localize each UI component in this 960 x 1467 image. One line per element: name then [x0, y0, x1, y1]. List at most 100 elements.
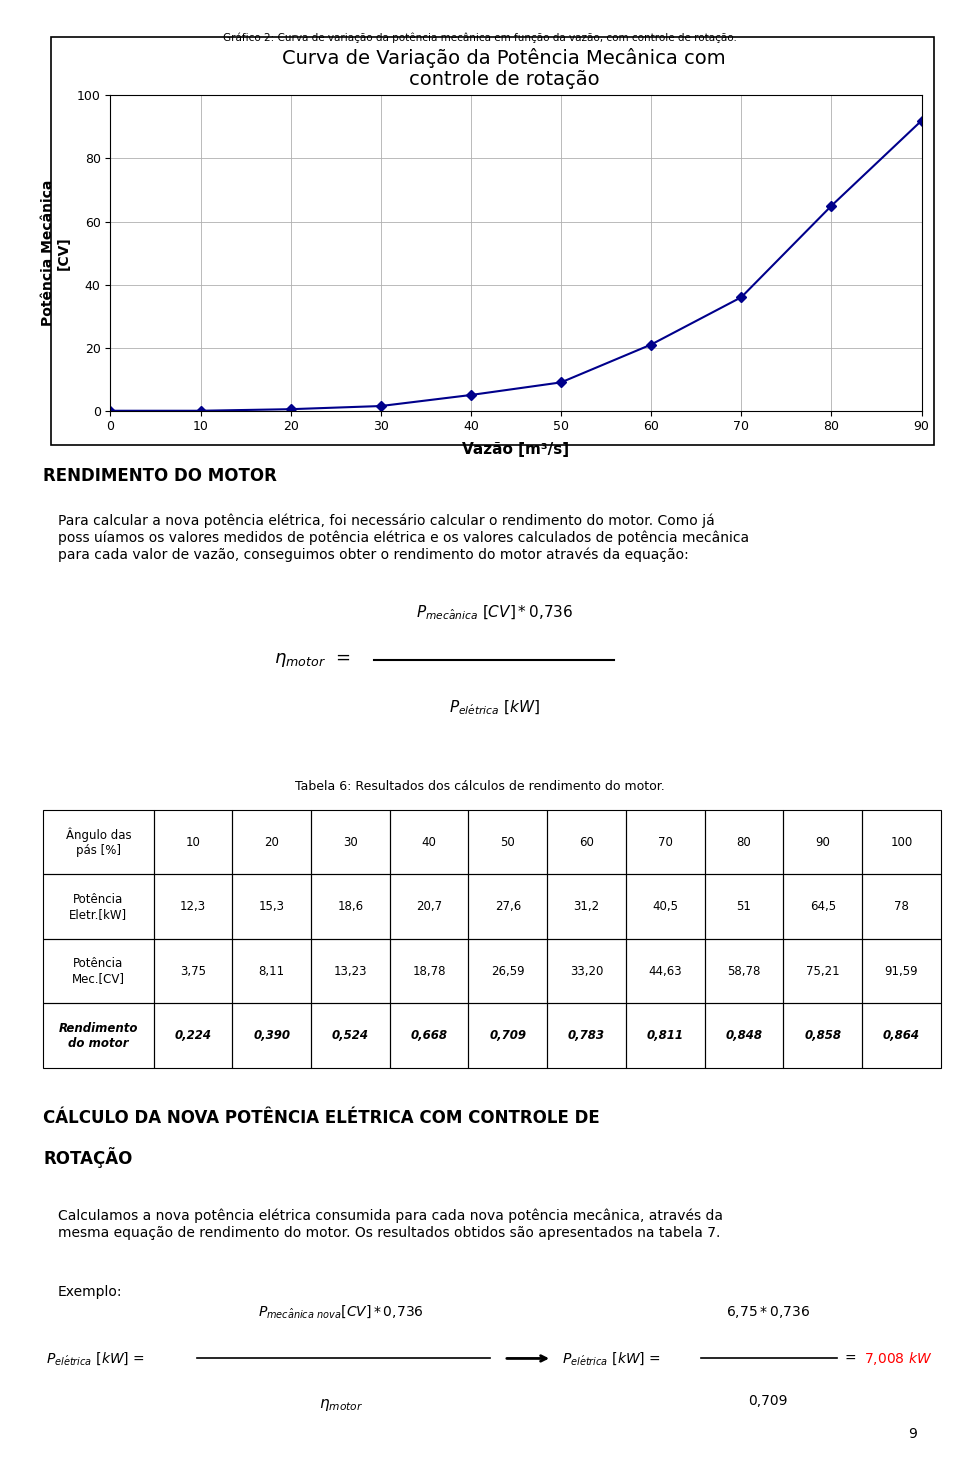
Bar	[390, 810, 468, 874]
Text: =: =	[845, 1351, 861, 1366]
Text: 18,78: 18,78	[413, 965, 445, 977]
Text: 44,63: 44,63	[648, 965, 683, 977]
Text: 70: 70	[658, 836, 673, 848]
Text: 40,5: 40,5	[652, 901, 679, 912]
Text: 75,21: 75,21	[805, 965, 840, 977]
Bar	[43, 874, 154, 939]
Bar	[311, 810, 390, 874]
Bar	[390, 1003, 468, 1068]
Text: controle de rotação: controle de rotação	[409, 70, 599, 89]
Bar	[862, 1003, 941, 1068]
Text: 78: 78	[894, 901, 909, 912]
Text: 0,709: 0,709	[490, 1030, 526, 1042]
Bar	[154, 1003, 232, 1068]
Bar	[705, 939, 783, 1003]
Text: 30: 30	[343, 836, 358, 848]
Text: 0,783: 0,783	[568, 1030, 605, 1042]
Bar	[232, 1003, 311, 1068]
Text: $P_{mec\hat{a}nica\ nova}$$[CV]*0{,}736$: $P_{mec\hat{a}nica\ nova}$$[CV]*0{,}736$	[258, 1304, 423, 1320]
Text: 0,668: 0,668	[411, 1030, 447, 1042]
Bar	[862, 939, 941, 1003]
Text: 0,524: 0,524	[332, 1030, 369, 1042]
Bar	[390, 939, 468, 1003]
Bar	[232, 939, 311, 1003]
Text: $P_{mec\hat{a}nica}$ $[CV]*0{,}736$: $P_{mec\hat{a}nica}$ $[CV]*0{,}736$	[416, 603, 573, 622]
Text: Calculamos a nova potência elétrica consumida para cada nova potência mecânica, : Calculamos a nova potência elétrica cons…	[58, 1209, 723, 1240]
Bar	[547, 874, 626, 939]
Text: 8,11: 8,11	[258, 965, 285, 977]
Bar	[154, 874, 232, 939]
Text: 26,59: 26,59	[491, 965, 525, 977]
Text: 0,709: 0,709	[748, 1394, 788, 1408]
Text: $P_{el\acute{e}trica}$ $[kW]$ =: $P_{el\acute{e}trica}$ $[kW]$ =	[46, 1350, 145, 1367]
Text: $\eta_{motor}$  =: $\eta_{motor}$ =	[274, 651, 349, 669]
Text: 13,23: 13,23	[334, 965, 367, 977]
Text: 20: 20	[264, 836, 279, 848]
Text: Exemplo:: Exemplo:	[58, 1285, 122, 1300]
Text: Gráfico 2: Curva de variação da potência mecânica em função da vazão, com contro: Gráfico 2: Curva de variação da potência…	[223, 32, 737, 43]
X-axis label: Vazão [m³/s]: Vazão [m³/s]	[463, 442, 569, 456]
Text: 64,5: 64,5	[809, 901, 836, 912]
Bar	[783, 939, 862, 1003]
Bar	[862, 810, 941, 874]
Text: 0,811: 0,811	[647, 1030, 684, 1042]
Bar	[43, 1003, 154, 1068]
Bar	[705, 874, 783, 939]
Bar	[232, 874, 311, 939]
Text: 80: 80	[736, 836, 752, 848]
Bar	[626, 874, 705, 939]
Text: 0,864: 0,864	[883, 1030, 920, 1042]
Bar	[547, 810, 626, 874]
Text: $\eta_{motor}$: $\eta_{motor}$	[319, 1397, 363, 1413]
Text: $6{,}75*0{,}736$: $6{,}75*0{,}736$	[726, 1304, 810, 1320]
Text: $\mathbf{\mathit{7{,}008\ kW}}$: $\mathbf{\mathit{7{,}008\ kW}}$	[864, 1350, 932, 1367]
Text: 0,224: 0,224	[175, 1030, 211, 1042]
Text: $P_{el\acute{e}trica}$ $[kW]$: $P_{el\acute{e}trica}$ $[kW]$	[449, 698, 540, 717]
Text: CÁLCULO DA NOVA POTÊNCIA ELÉTRICA COM CONTROLE DE: CÁLCULO DA NOVA POTÊNCIA ELÉTRICA COM CO…	[43, 1109, 600, 1127]
Text: 0,858: 0,858	[804, 1030, 841, 1042]
Bar	[705, 1003, 783, 1068]
Text: 0,848: 0,848	[726, 1030, 762, 1042]
Bar	[468, 874, 547, 939]
Y-axis label: Potência Mecânica
[CV]: Potência Mecânica [CV]	[41, 180, 71, 326]
Text: Ângulo das
pás [%]: Ângulo das pás [%]	[65, 827, 132, 857]
Text: 91,59: 91,59	[884, 965, 919, 977]
Text: 100: 100	[890, 836, 913, 848]
Text: 51: 51	[736, 901, 752, 912]
Bar	[783, 810, 862, 874]
Text: 10: 10	[185, 836, 201, 848]
Text: 33,20: 33,20	[570, 965, 603, 977]
Bar	[862, 874, 941, 939]
Text: $P_{el\acute{e}trica}$ $[kW]$ =: $P_{el\acute{e}trica}$ $[kW]$ =	[562, 1350, 660, 1367]
Bar	[43, 810, 154, 874]
Bar	[311, 939, 390, 1003]
Text: 60: 60	[579, 836, 594, 848]
Text: 40: 40	[421, 836, 437, 848]
Bar	[783, 874, 862, 939]
Text: Potência
Eletr.[kW]: Potência Eletr.[kW]	[69, 892, 128, 921]
Bar	[626, 810, 705, 874]
Text: Curva de Variação da Potência Mecânica com: Curva de Variação da Potência Mecânica c…	[282, 48, 726, 69]
Bar	[311, 1003, 390, 1068]
Text: RENDIMENTO DO MOTOR: RENDIMENTO DO MOTOR	[43, 467, 277, 484]
Bar	[626, 939, 705, 1003]
Bar	[547, 939, 626, 1003]
Text: Rendimento
do motor: Rendimento do motor	[59, 1021, 138, 1050]
Text: ROTAÇÃO: ROTAÇÃO	[43, 1147, 132, 1168]
Text: 9: 9	[908, 1426, 917, 1441]
Text: 0,390: 0,390	[253, 1030, 290, 1042]
Text: 90: 90	[815, 836, 830, 848]
Bar	[547, 1003, 626, 1068]
Bar	[468, 1003, 547, 1068]
Text: 3,75: 3,75	[180, 965, 206, 977]
Bar	[626, 1003, 705, 1068]
Bar	[232, 810, 311, 874]
Text: 15,3: 15,3	[258, 901, 285, 912]
Text: 50: 50	[500, 836, 516, 848]
Text: Tabela 6: Resultados dos cálculos de rendimento do motor.: Tabela 6: Resultados dos cálculos de ren…	[295, 780, 665, 794]
Bar	[154, 810, 232, 874]
Text: 12,3: 12,3	[180, 901, 206, 912]
Text: Potência
Mec.[CV]: Potência Mec.[CV]	[72, 956, 125, 986]
Bar	[468, 810, 547, 874]
Bar	[390, 874, 468, 939]
